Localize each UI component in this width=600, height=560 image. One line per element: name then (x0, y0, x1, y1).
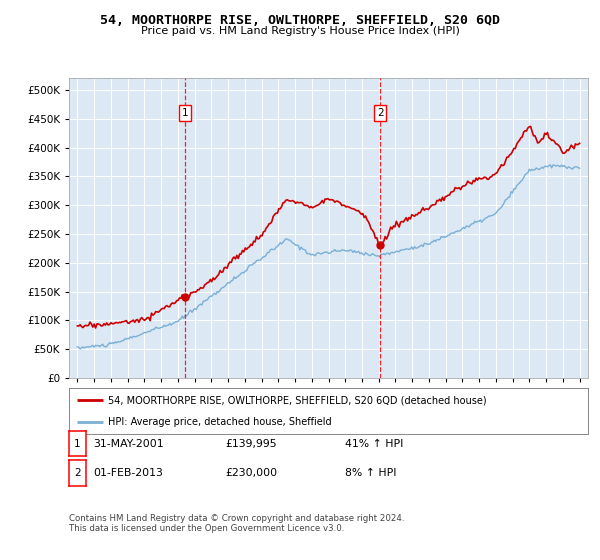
Text: 31-MAY-2001: 31-MAY-2001 (93, 438, 164, 449)
Text: 01-FEB-2013: 01-FEB-2013 (93, 468, 163, 478)
Text: 2: 2 (74, 468, 81, 478)
Text: Price paid vs. HM Land Registry's House Price Index (HPI): Price paid vs. HM Land Registry's House … (140, 26, 460, 36)
Text: 1: 1 (181, 108, 188, 118)
Text: 54, MOORTHORPE RISE, OWLTHORPE, SHEFFIELD, S20 6QD (detached house): 54, MOORTHORPE RISE, OWLTHORPE, SHEFFIEL… (108, 395, 487, 405)
Text: HPI: Average price, detached house, Sheffield: HPI: Average price, detached house, Shef… (108, 417, 332, 427)
Text: 2: 2 (377, 108, 383, 118)
Text: 8% ↑ HPI: 8% ↑ HPI (345, 468, 397, 478)
Text: Contains HM Land Registry data © Crown copyright and database right 2024.
This d: Contains HM Land Registry data © Crown c… (69, 514, 404, 534)
Text: £139,995: £139,995 (225, 438, 277, 449)
Text: 1: 1 (74, 438, 81, 449)
Text: 54, MOORTHORPE RISE, OWLTHORPE, SHEFFIELD, S20 6QD: 54, MOORTHORPE RISE, OWLTHORPE, SHEFFIEL… (100, 14, 500, 27)
Text: 41% ↑ HPI: 41% ↑ HPI (345, 438, 403, 449)
Text: £230,000: £230,000 (225, 468, 277, 478)
